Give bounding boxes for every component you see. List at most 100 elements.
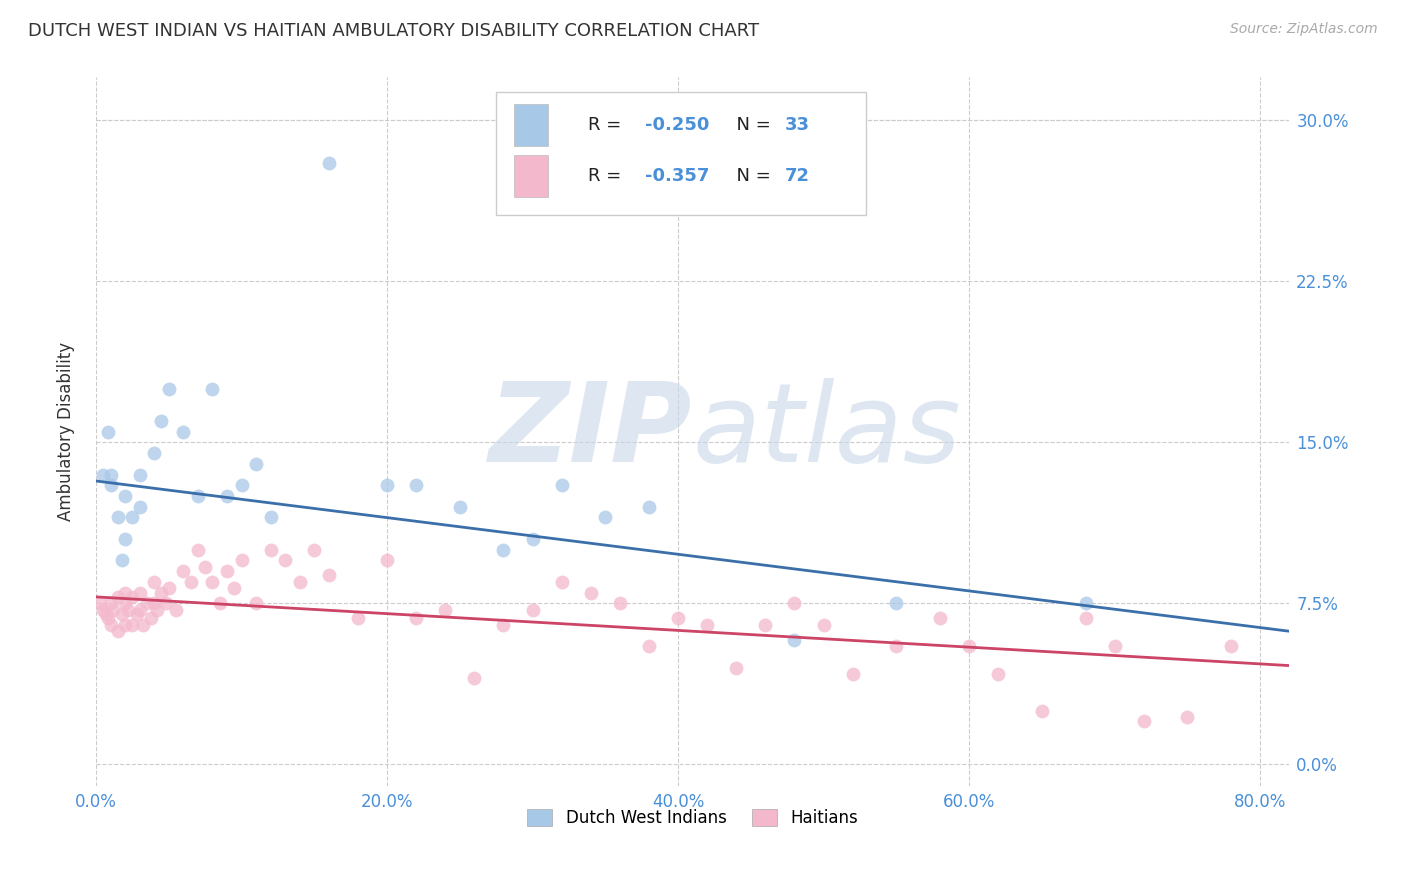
Point xyxy=(318,156,340,170)
Point xyxy=(434,603,457,617)
Point xyxy=(245,457,267,471)
Point xyxy=(318,568,340,582)
Point xyxy=(886,640,908,654)
Point xyxy=(841,667,863,681)
Point xyxy=(111,607,134,621)
Text: -0.250: -0.250 xyxy=(645,116,709,135)
Point xyxy=(405,478,427,492)
Point xyxy=(224,582,246,596)
Point xyxy=(215,489,238,503)
Point xyxy=(146,603,169,617)
Point xyxy=(114,617,136,632)
Point xyxy=(1074,596,1097,610)
Point xyxy=(114,596,136,610)
FancyBboxPatch shape xyxy=(513,155,548,197)
Point xyxy=(1104,640,1126,654)
Point xyxy=(121,617,143,632)
Point xyxy=(492,542,515,557)
Point xyxy=(245,596,267,610)
Point xyxy=(405,611,427,625)
Point xyxy=(128,603,150,617)
Point xyxy=(1132,714,1154,729)
Point xyxy=(579,585,602,599)
Point xyxy=(114,532,136,546)
Point xyxy=(180,574,202,589)
Point xyxy=(100,467,122,482)
Point xyxy=(128,500,150,514)
Point xyxy=(595,510,617,524)
Point xyxy=(725,661,748,675)
Text: -0.357: -0.357 xyxy=(645,168,709,186)
FancyBboxPatch shape xyxy=(496,92,866,215)
Point xyxy=(143,446,166,460)
Point xyxy=(150,585,173,599)
Point xyxy=(347,611,370,625)
Point xyxy=(125,607,148,621)
Point xyxy=(288,574,311,589)
Point xyxy=(121,510,143,524)
Point xyxy=(609,596,631,610)
Point xyxy=(813,617,835,632)
Point xyxy=(128,585,150,599)
Point xyxy=(143,574,166,589)
Y-axis label: Ambulatory Disability: Ambulatory Disability xyxy=(58,342,75,521)
Point xyxy=(136,596,159,610)
Point xyxy=(783,632,806,647)
Point xyxy=(886,596,908,610)
Text: 33: 33 xyxy=(785,116,810,135)
Text: N =: N = xyxy=(725,116,776,135)
Point xyxy=(172,564,194,578)
Point xyxy=(987,667,1010,681)
Text: R =: R = xyxy=(588,116,627,135)
Point xyxy=(201,382,224,396)
Text: R =: R = xyxy=(588,168,627,186)
Point xyxy=(165,603,187,617)
Point xyxy=(150,414,173,428)
Text: Source: ZipAtlas.com: Source: ZipAtlas.com xyxy=(1230,22,1378,37)
Point xyxy=(157,582,180,596)
Point xyxy=(89,596,111,610)
Point xyxy=(375,553,398,567)
Point xyxy=(155,596,177,610)
Point xyxy=(97,611,120,625)
Point xyxy=(208,596,231,610)
Point xyxy=(696,617,718,632)
Point xyxy=(231,478,253,492)
Point xyxy=(550,574,572,589)
Point xyxy=(117,603,139,617)
Point xyxy=(638,500,661,514)
Point xyxy=(492,617,515,632)
Point xyxy=(100,478,122,492)
Point xyxy=(231,553,253,567)
Legend: Dutch West Indians, Haitians: Dutch West Indians, Haitians xyxy=(520,803,865,834)
Point xyxy=(131,617,153,632)
Point xyxy=(114,489,136,503)
Point xyxy=(550,478,572,492)
Point xyxy=(107,510,129,524)
Point xyxy=(274,553,297,567)
Point xyxy=(97,425,120,439)
Point xyxy=(114,585,136,599)
Point xyxy=(201,574,224,589)
Point xyxy=(141,611,163,625)
Point xyxy=(666,611,689,625)
Point xyxy=(91,467,114,482)
FancyBboxPatch shape xyxy=(513,104,548,146)
Point xyxy=(100,617,122,632)
Point xyxy=(100,596,122,610)
Point xyxy=(187,489,209,503)
Point xyxy=(304,542,326,557)
Point xyxy=(103,603,125,617)
Point xyxy=(172,425,194,439)
Point xyxy=(375,478,398,492)
Point xyxy=(96,607,118,621)
Point xyxy=(449,500,471,514)
Point xyxy=(107,590,129,604)
Point xyxy=(107,624,129,639)
Point xyxy=(157,382,180,396)
Point xyxy=(929,611,952,625)
Point xyxy=(754,617,776,632)
Point xyxy=(91,603,114,617)
Text: atlas: atlas xyxy=(693,378,962,485)
Point xyxy=(1177,710,1199,724)
